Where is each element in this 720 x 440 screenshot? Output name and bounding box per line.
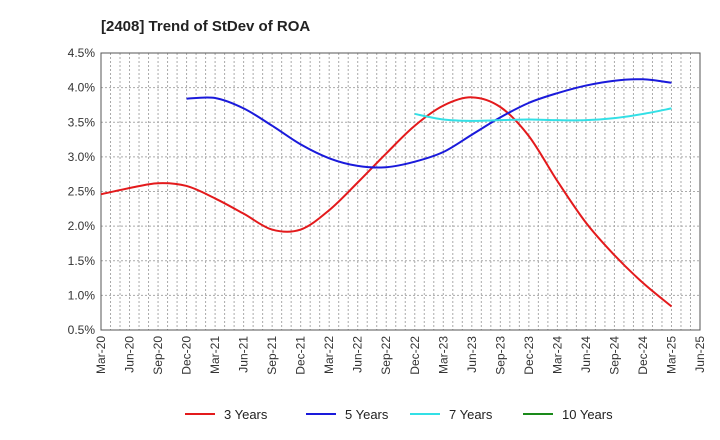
legend: 3 Years 5 Years 7 Years 10 Years <box>185 407 613 422</box>
x-tick-label: Mar-20 <box>94 336 108 374</box>
y-tick-label: 2.0% <box>68 219 96 233</box>
y-tick-label: 3.5% <box>68 115 96 129</box>
y-tick-label: 4.5% <box>68 46 96 60</box>
y-tick-label: 3.0% <box>68 150 96 164</box>
x-tick-label: Jun-25 <box>693 336 707 373</box>
x-tick-label: Jun-21 <box>237 336 251 373</box>
x-tick-label: Sep-23 <box>493 336 507 375</box>
y-tick-label: 0.5% <box>68 323 96 337</box>
x-tick-label: Dec-24 <box>636 336 650 375</box>
x-tick-label: Dec-22 <box>408 336 422 375</box>
series-line-5-years <box>186 78 672 169</box>
x-tick-label: Mar-21 <box>208 336 222 374</box>
x-tick-label: Dec-23 <box>522 336 536 375</box>
x-tick-label: Jun-20 <box>123 336 137 373</box>
y-tick-label: 4.0% <box>68 81 96 95</box>
y-tick-label: 1.0% <box>68 288 96 302</box>
x-tick-label: Mar-22 <box>322 336 336 374</box>
x-tick-label: Jun-24 <box>579 336 593 373</box>
x-tick-label: Mar-25 <box>664 336 678 374</box>
grid <box>101 52 700 331</box>
legend-label-3-years: 3 Years <box>224 407 268 422</box>
x-tick-label: Jun-22 <box>351 336 365 373</box>
x-tick-label: Sep-24 <box>607 336 621 375</box>
chart-title: [2408] Trend of StDev of ROA <box>101 18 310 35</box>
x-tick-label: Sep-22 <box>379 336 393 375</box>
x-tick-label: Sep-21 <box>265 336 279 375</box>
x-tick-label: Dec-20 <box>180 336 194 375</box>
y-tick-label: 1.5% <box>68 254 96 268</box>
axes: 0.5% 1.0% 1.5% 2.0% 2.5% 3.0% 3.5% 4.0% 4.5% Mar-… <box>68 46 707 375</box>
x-tick-label: Mar-24 <box>550 336 564 374</box>
series-line-7-years <box>414 107 672 122</box>
x-tick-label: Dec-21 <box>294 336 308 375</box>
x-tick-label: Mar-23 <box>436 336 450 374</box>
x-tick-label: Jun-23 <box>465 336 479 373</box>
series-line-3-years <box>100 96 673 308</box>
series-lines <box>100 78 673 308</box>
y-tick-label: 2.5% <box>68 185 96 199</box>
x-tick-label: Sep-20 <box>151 336 165 375</box>
legend-label-10-years: 10 Years <box>562 407 613 422</box>
legend-label-7-years: 7 Years <box>449 407 493 422</box>
plot-border <box>100 52 701 331</box>
legend-label-5-years: 5 Years <box>345 407 389 422</box>
